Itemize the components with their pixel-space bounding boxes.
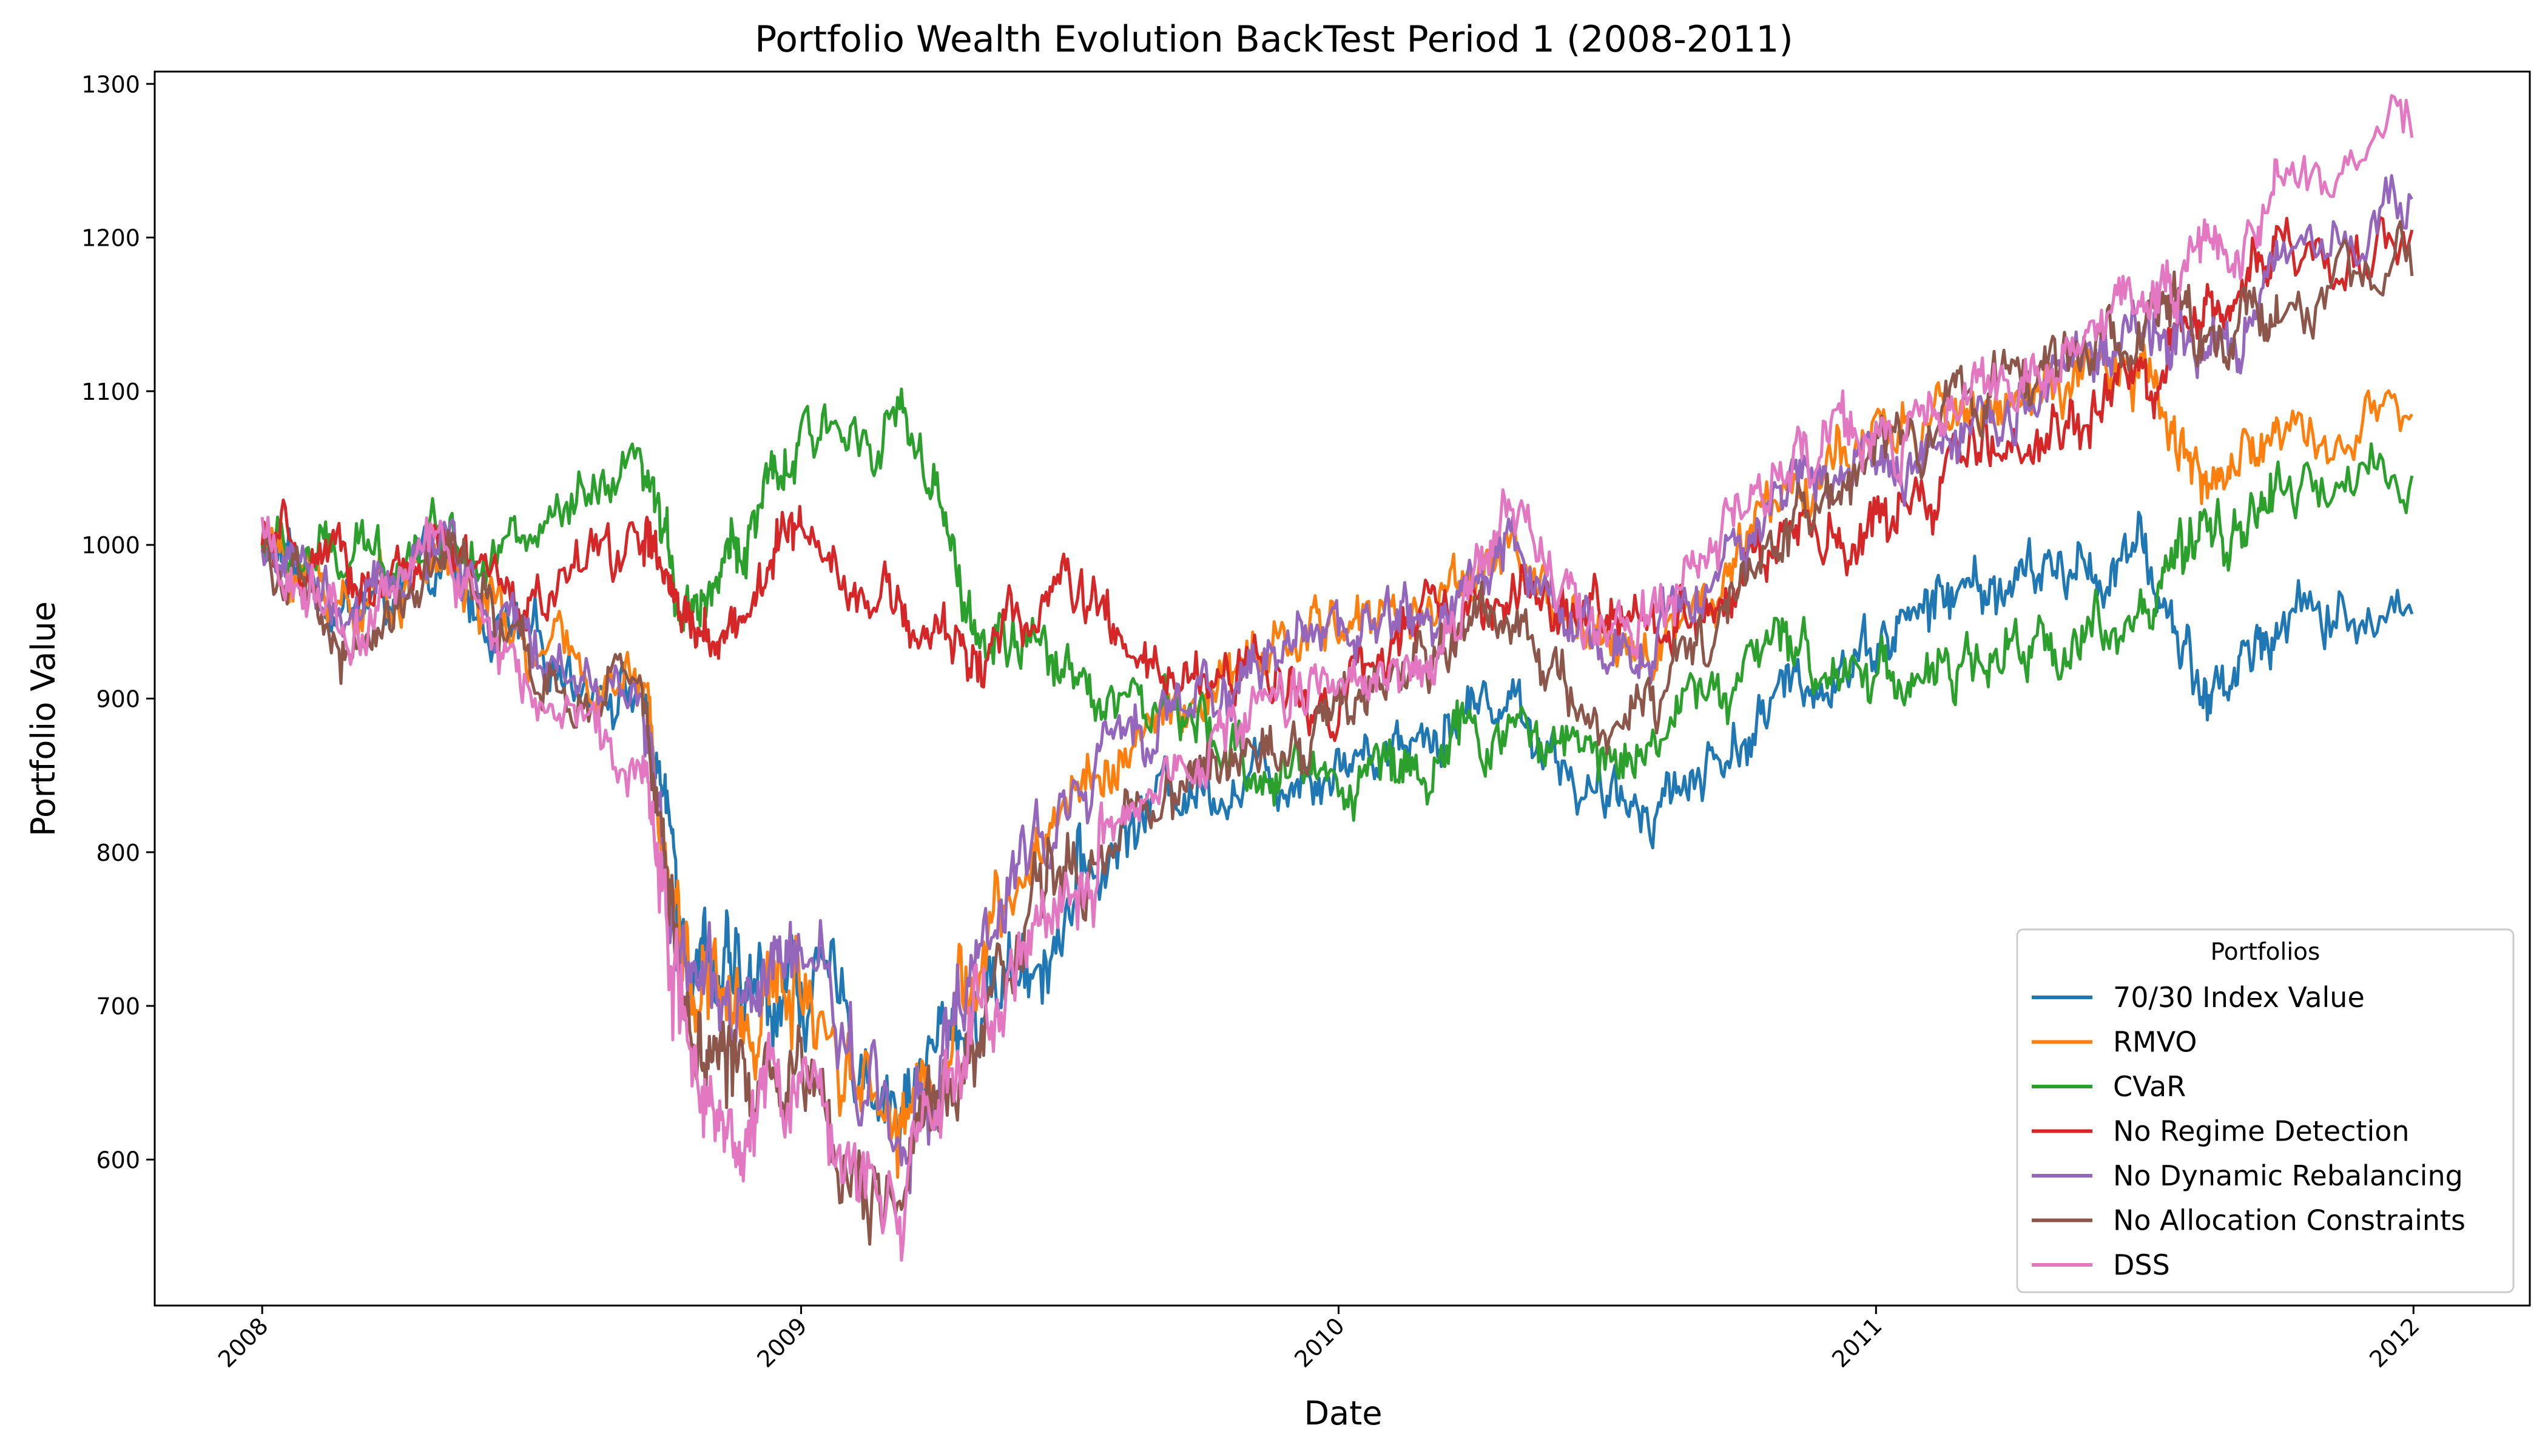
legend-label: DSS — [2113, 1249, 2170, 1281]
x-tick-label: 2009 — [752, 1312, 812, 1373]
legend: Portfolios 70/30 Index Value RMVO CVaR No Re… — [2016, 928, 2515, 1293]
y-tick-label: 1100 — [81, 379, 140, 405]
y-tick-label: 1000 — [81, 532, 140, 559]
x-axis-label: Date — [1304, 1394, 1382, 1432]
plot-frame — [153, 70, 2531, 1307]
y-tick-label: 800 — [96, 840, 140, 866]
legend-title: Portfolios — [2211, 939, 2320, 966]
legend-label: RMVO — [2113, 1026, 2197, 1059]
x-tick-label: 2010 — [1289, 1312, 1350, 1373]
y-tick-label: 1300 — [81, 71, 140, 98]
legend-label: No Regime Detection — [2113, 1115, 2410, 1148]
legend-label: CVaR — [2113, 1070, 2186, 1103]
y-tick-label: 600 — [96, 1147, 140, 1173]
legend-label: No Dynamic Rebalancing — [2113, 1159, 2463, 1192]
y-tick-label: 1200 — [81, 225, 140, 252]
chart-title: Portfolio Wealth Evolution BackTest Peri… — [755, 18, 1793, 61]
x-tick-label: 2012 — [2364, 1312, 2425, 1373]
legend-label: No Allocation Constraints — [2113, 1204, 2465, 1237]
y-axis-label: Portfolio Value — [24, 601, 62, 837]
x-tick-label: 2008 — [213, 1312, 274, 1373]
series-line-7 — [260, 94, 2414, 1262]
legend-label: 70/30 Index Value — [2113, 981, 2365, 1014]
series-line-3 — [260, 387, 2414, 822]
y-tick-label: 900 — [96, 686, 140, 712]
y-tick-label: 700 — [96, 993, 140, 1020]
legend-box — [2016, 928, 2515, 1293]
series-group — [260, 94, 2414, 1262]
x-tick-label: 2011 — [1827, 1312, 1887, 1373]
